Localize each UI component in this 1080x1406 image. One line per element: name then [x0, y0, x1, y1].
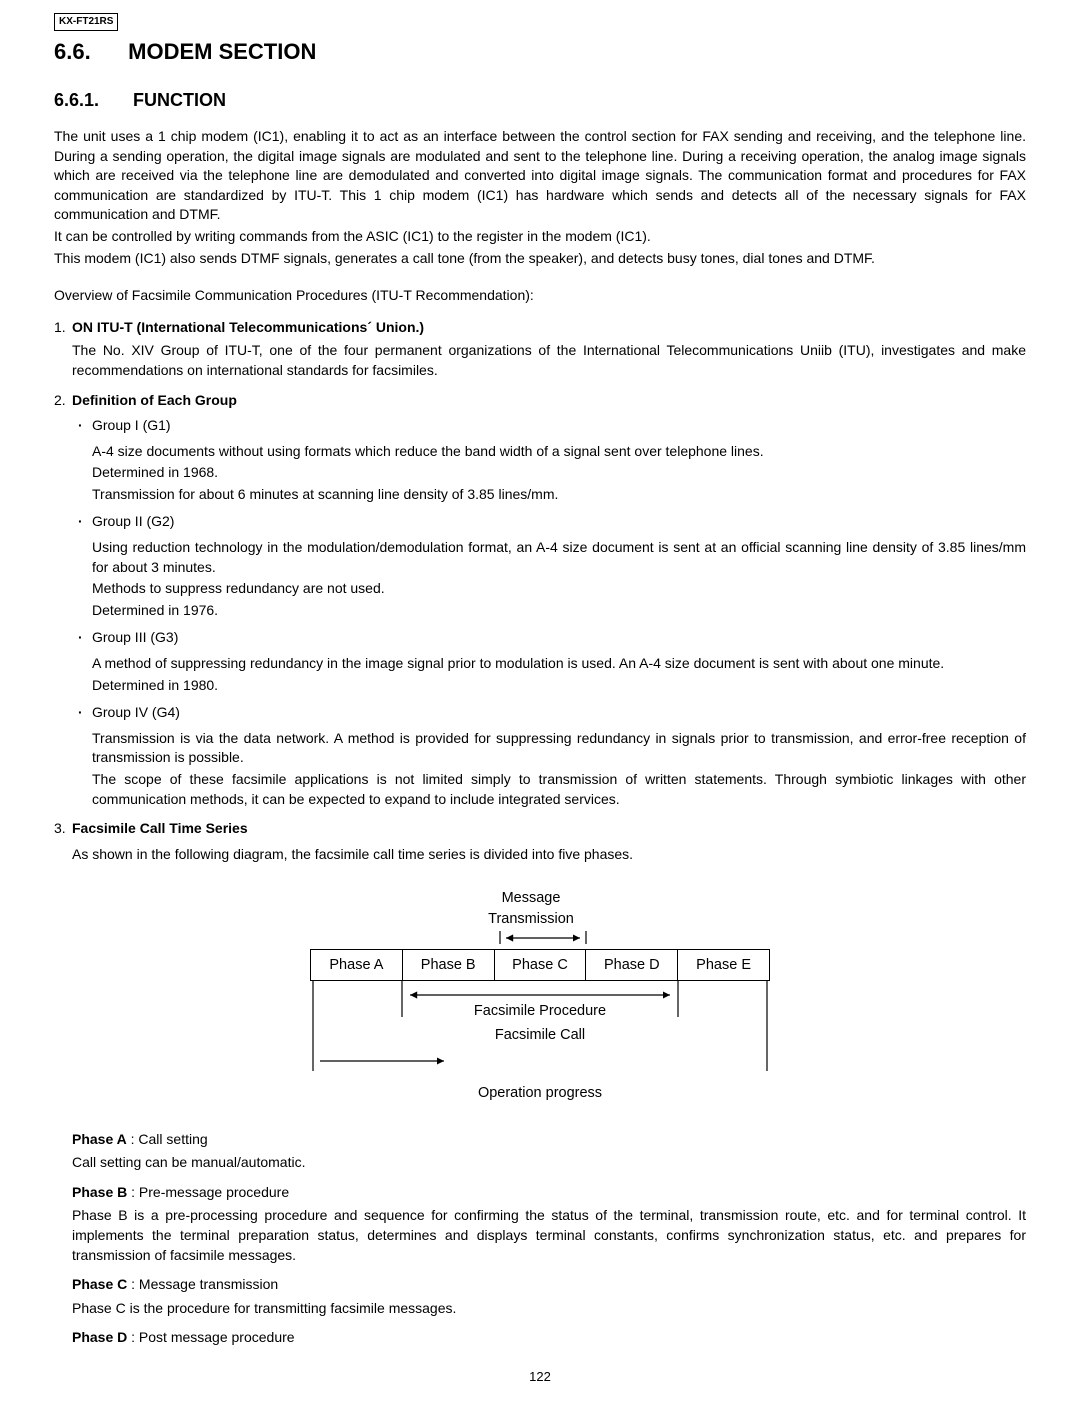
group-g3: · Group III (G3) A method of suppressing… [92, 628, 1026, 695]
list-item-3: Facsimile Call Time Series As shown in t… [72, 819, 1026, 864]
diagram-operation-progress-label: Operation progress [310, 1083, 770, 1103]
intro-p2: It can be controlled by writing commands… [54, 227, 1026, 247]
g4-label: Group IV (G4) [92, 703, 1026, 723]
msg-trans-arrow-icon [310, 929, 770, 947]
item1-title: ON ITU-T (International Telecommunicatio… [72, 319, 424, 335]
diagram-facsimile-call-text: Facsimile Call [495, 1027, 585, 1043]
g3-line1: A method of suppressing redundancy in th… [92, 654, 1026, 674]
subsection-heading: 6.6.1. FUNCTION [54, 88, 1026, 113]
phase-a-head: Phase A : Call setting [72, 1130, 1026, 1150]
phase-c-head: Phase C : Message transmission [72, 1275, 1026, 1295]
diagram-phase-row: Phase A Phase B Phase C Phase D Phase E [310, 949, 770, 981]
phase-descriptions: Phase A : Call setting Call setting can … [72, 1130, 1026, 1348]
page-number: 122 [54, 1368, 1026, 1386]
intro-p3: This modem (IC1) also sends DTMF signals… [54, 249, 1026, 269]
model-number-box: KX-FT21RS [54, 13, 118, 31]
group-g4: · Group IV (G4) Transmission is via the … [92, 703, 1026, 809]
bullet-icon: · [78, 628, 83, 648]
list-item-2: Definition of Each Group · Group I (G1) … [72, 391, 1026, 810]
bullet-icon: · [78, 416, 83, 436]
phase-c-body: Phase C is the procedure for transmittin… [72, 1299, 1026, 1319]
subsection-title: FUNCTION [133, 90, 226, 110]
diagram-facsimile-procedure-text: Facsimile Procedure [474, 1003, 606, 1019]
g3-line2: Determined in 1980. [92, 676, 1026, 696]
phase-c-name: Phase C [72, 1276, 127, 1292]
numbered-list: ON ITU-T (International Telecommunicatio… [54, 318, 1026, 865]
item3-intro: As shown in the following diagram, the f… [72, 845, 1026, 865]
phase-d-name: Phase D [72, 1329, 127, 1345]
g3-label: Group III (G3) [92, 628, 1026, 648]
phase-cell: Phase A [311, 950, 403, 980]
phase-b-head: Phase B : Pre-message procedure [72, 1183, 1026, 1203]
bullet-icon: · [78, 512, 83, 532]
bullet-icon: · [78, 703, 83, 723]
group-g2: · Group II (G2) Using reduction technolo… [92, 512, 1026, 620]
item3-title: Facsimile Call Time Series [72, 820, 248, 836]
phase-diagram: Message Transmission Phase A Phase B Pha… [310, 888, 770, 1103]
diagram-msg-trans-label: Message Transmission [466, 888, 596, 929]
g2-label: Group II (G2) [92, 512, 1026, 532]
section-heading: 6.6. MODEM SECTION [54, 37, 1026, 68]
g1-label: Group I (G1) [92, 416, 1026, 436]
subsection-number: 6.6.1. [54, 88, 128, 113]
overview-line: Overview of Facsimile Communication Proc… [54, 286, 1026, 306]
diagram-brackets-icon: Facsimile Procedure Facsimile Call [310, 981, 770, 1077]
g2-line2: Methods to suppress redundancy are not u… [92, 579, 1026, 599]
item2-title: Definition of Each Group [72, 392, 237, 408]
intro-p1: The unit uses a 1 chip modem (IC1), enab… [54, 127, 1026, 225]
phase-a-name: Phase A [72, 1131, 127, 1147]
g1-line3: Transmission for about 6 minutes at scan… [92, 485, 1026, 505]
item1-body: The No. XIV Group of ITU-T, one of the f… [72, 341, 1026, 380]
phase-a-label: : Call setting [127, 1131, 208, 1147]
phase-d-head: Phase D : Post message procedure [72, 1328, 1026, 1348]
phase-b-body: Phase B is a pre-processing procedure an… [72, 1206, 1026, 1265]
g2-line1: Using reduction technology in the modula… [92, 538, 1026, 577]
g1-line2: Determined in 1968. [92, 463, 1026, 483]
phase-b-name: Phase B [72, 1184, 127, 1200]
g4-line1: Transmission is via the data network. A … [92, 729, 1026, 768]
group-list: · Group I (G1) A-4 size documents withou… [72, 416, 1026, 809]
phase-cell: Phase D [586, 950, 678, 980]
section-number: 6.6. [54, 37, 122, 68]
phase-b-label: : Pre-message procedure [127, 1184, 289, 1200]
section-title: MODEM SECTION [128, 39, 316, 64]
phase-cell: Phase E [678, 950, 769, 980]
group-g1: · Group I (G1) A-4 size documents withou… [92, 416, 1026, 504]
phase-cell: Phase B [403, 950, 495, 980]
list-item-1: ON ITU-T (International Telecommunicatio… [72, 318, 1026, 381]
phase-d-label: : Post message procedure [127, 1329, 294, 1345]
phase-cell: Phase C [495, 950, 587, 980]
g1-line1: A-4 size documents without using formats… [92, 442, 1026, 462]
phase-c-label: : Message transmission [127, 1276, 278, 1292]
intro-block: The unit uses a 1 chip modem (IC1), enab… [54, 127, 1026, 268]
phase-a-body: Call setting can be manual/automatic. [72, 1153, 1026, 1173]
g2-line3: Determined in 1976. [92, 601, 1026, 621]
g4-line2: The scope of these facsimile application… [92, 770, 1026, 809]
